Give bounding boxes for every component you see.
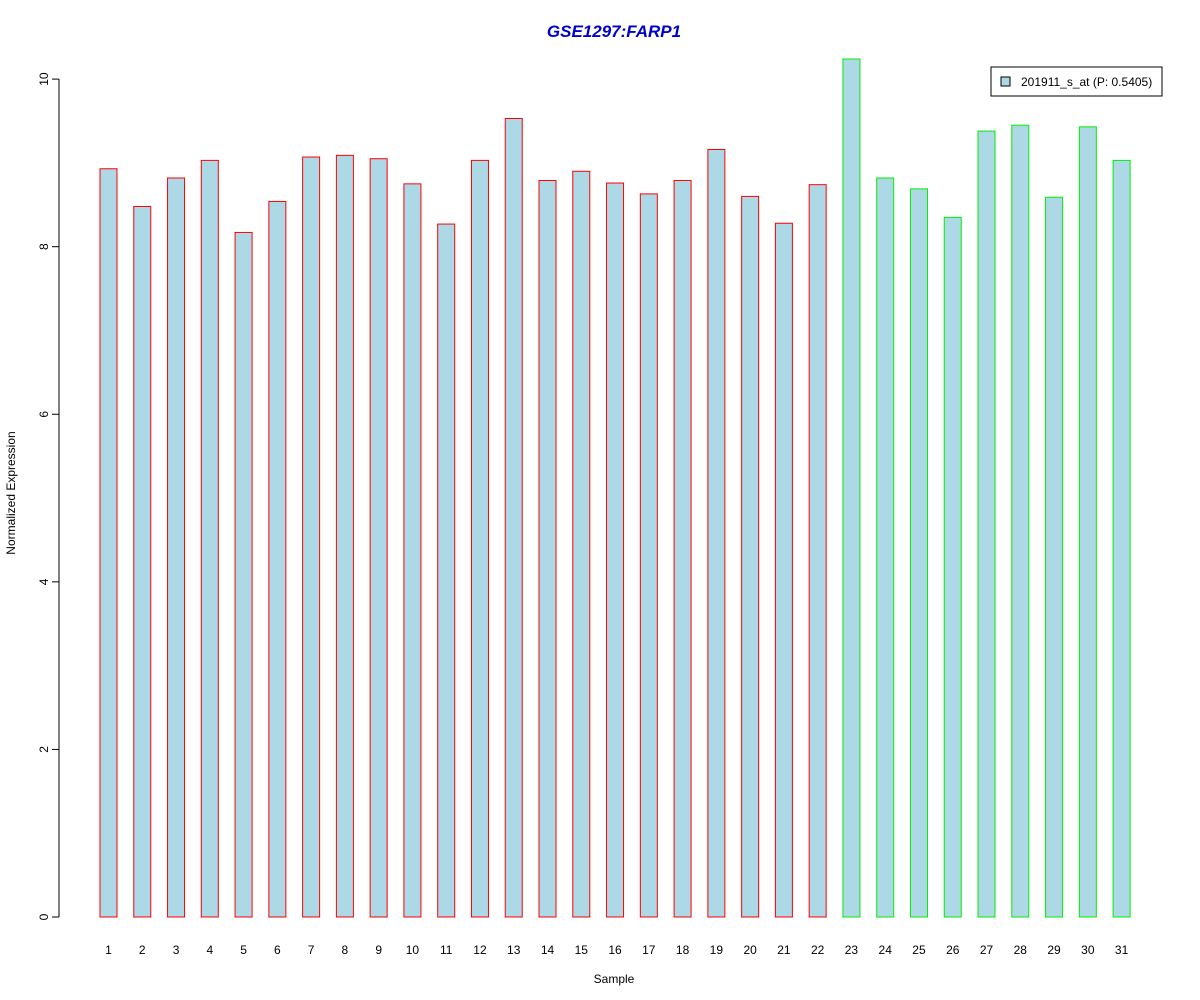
x-tick-labels: 1 2 3 4 5 6 7 8 9 10 11 12 13 14 15 16 17 18 19 20 21 22 23 24 2… xyxy=(105,943,1128,957)
bar-sample-7 xyxy=(302,156,321,918)
x-tick-label: 21 xyxy=(777,943,791,957)
x-tick-label: 20 xyxy=(743,943,757,957)
bar-sample-15 xyxy=(572,170,591,918)
y-tick-label: 0 xyxy=(37,913,51,920)
x-tick-label: 14 xyxy=(541,943,555,957)
bar-sample-17 xyxy=(639,193,658,918)
y-axis: 0 2 4 6 8 10 xyxy=(37,72,60,920)
x-tick-label: 27 xyxy=(980,943,994,957)
bar-sample-18 xyxy=(673,179,692,918)
x-tick-label: 6 xyxy=(274,943,281,957)
x-tick-label: 12 xyxy=(473,943,487,957)
bar-sample-23 xyxy=(842,58,861,918)
x-tick-label: 16 xyxy=(608,943,622,957)
y-tick-label: 10 xyxy=(37,72,51,86)
bar-sample-27 xyxy=(977,130,996,918)
bars xyxy=(99,58,1131,918)
x-tick-label: 19 xyxy=(710,943,724,957)
bar-sample-11 xyxy=(437,223,456,918)
bar-sample-24 xyxy=(876,177,895,918)
bar-sample-9 xyxy=(369,158,388,918)
bar-sample-14 xyxy=(538,179,557,918)
x-tick-label: 15 xyxy=(575,943,589,957)
y-tick-label: 2 xyxy=(37,746,51,753)
x-tick-label: 22 xyxy=(811,943,825,957)
x-tick-label: 7 xyxy=(308,943,315,957)
x-tick-label: 26 xyxy=(946,943,960,957)
bar-sample-28 xyxy=(1011,124,1030,918)
x-tick-label: 29 xyxy=(1047,943,1061,957)
legend-box xyxy=(990,66,1163,97)
bar-sample-3 xyxy=(167,177,186,918)
x-tick-label: 17 xyxy=(642,943,656,957)
bar-sample-26 xyxy=(943,216,962,918)
x-tick-label: 8 xyxy=(342,943,349,957)
bar-sample-1 xyxy=(99,168,118,918)
y-axis-label: Normalized Expression xyxy=(4,431,18,554)
bar-sample-4 xyxy=(200,159,219,918)
bar-sample-2 xyxy=(133,205,152,918)
bar-sample-10 xyxy=(403,183,422,918)
y-tick-label: 6 xyxy=(37,411,51,418)
bar-sample-12 xyxy=(470,159,489,918)
x-tick-label: 1 xyxy=(105,943,112,957)
bar-sample-29 xyxy=(1045,196,1064,918)
x-tick-label: 18 xyxy=(676,943,690,957)
y-tick-label: 4 xyxy=(37,578,51,585)
bar-sample-8 xyxy=(335,154,354,918)
x-tick-label: 9 xyxy=(375,943,382,957)
legend-swatch xyxy=(1000,76,1011,87)
legend: 201911_s_at (P: 0.5405) xyxy=(990,66,1163,97)
x-tick-label: 13 xyxy=(507,943,521,957)
x-tick-label: 24 xyxy=(879,943,893,957)
x-tick-label: 30 xyxy=(1081,943,1095,957)
x-tick-label: 3 xyxy=(173,943,180,957)
x-tick-label: 31 xyxy=(1115,943,1129,957)
bar-sample-13 xyxy=(504,117,523,918)
x-tick-label: 10 xyxy=(406,943,420,957)
x-tick-label: 5 xyxy=(240,943,247,957)
bar-sample-21 xyxy=(774,222,793,918)
bar-sample-20 xyxy=(741,195,760,918)
bar-sample-31 xyxy=(1112,159,1131,918)
chart-title: GSE1297:FARP1 xyxy=(547,22,681,41)
legend-entry-label: 201911_s_at (P: 0.5405) xyxy=(1021,75,1152,89)
bar-sample-25 xyxy=(909,188,928,918)
x-tick-label: 2 xyxy=(139,943,146,957)
bar-sample-5 xyxy=(234,231,253,918)
x-tick-label: 23 xyxy=(845,943,859,957)
y-tick-label: 8 xyxy=(37,243,51,250)
x-tick-label: 25 xyxy=(912,943,926,957)
bar-sample-30 xyxy=(1078,126,1097,918)
bar-sample-19 xyxy=(707,148,726,918)
bar-sample-6 xyxy=(268,200,287,918)
bar-sample-16 xyxy=(606,182,625,918)
x-tick-label: 28 xyxy=(1014,943,1028,957)
bar-sample-22 xyxy=(808,184,827,918)
x-tick-label: 4 xyxy=(206,943,213,957)
x-axis-label: Sample xyxy=(594,972,635,986)
x-tick-label: 11 xyxy=(440,943,453,957)
